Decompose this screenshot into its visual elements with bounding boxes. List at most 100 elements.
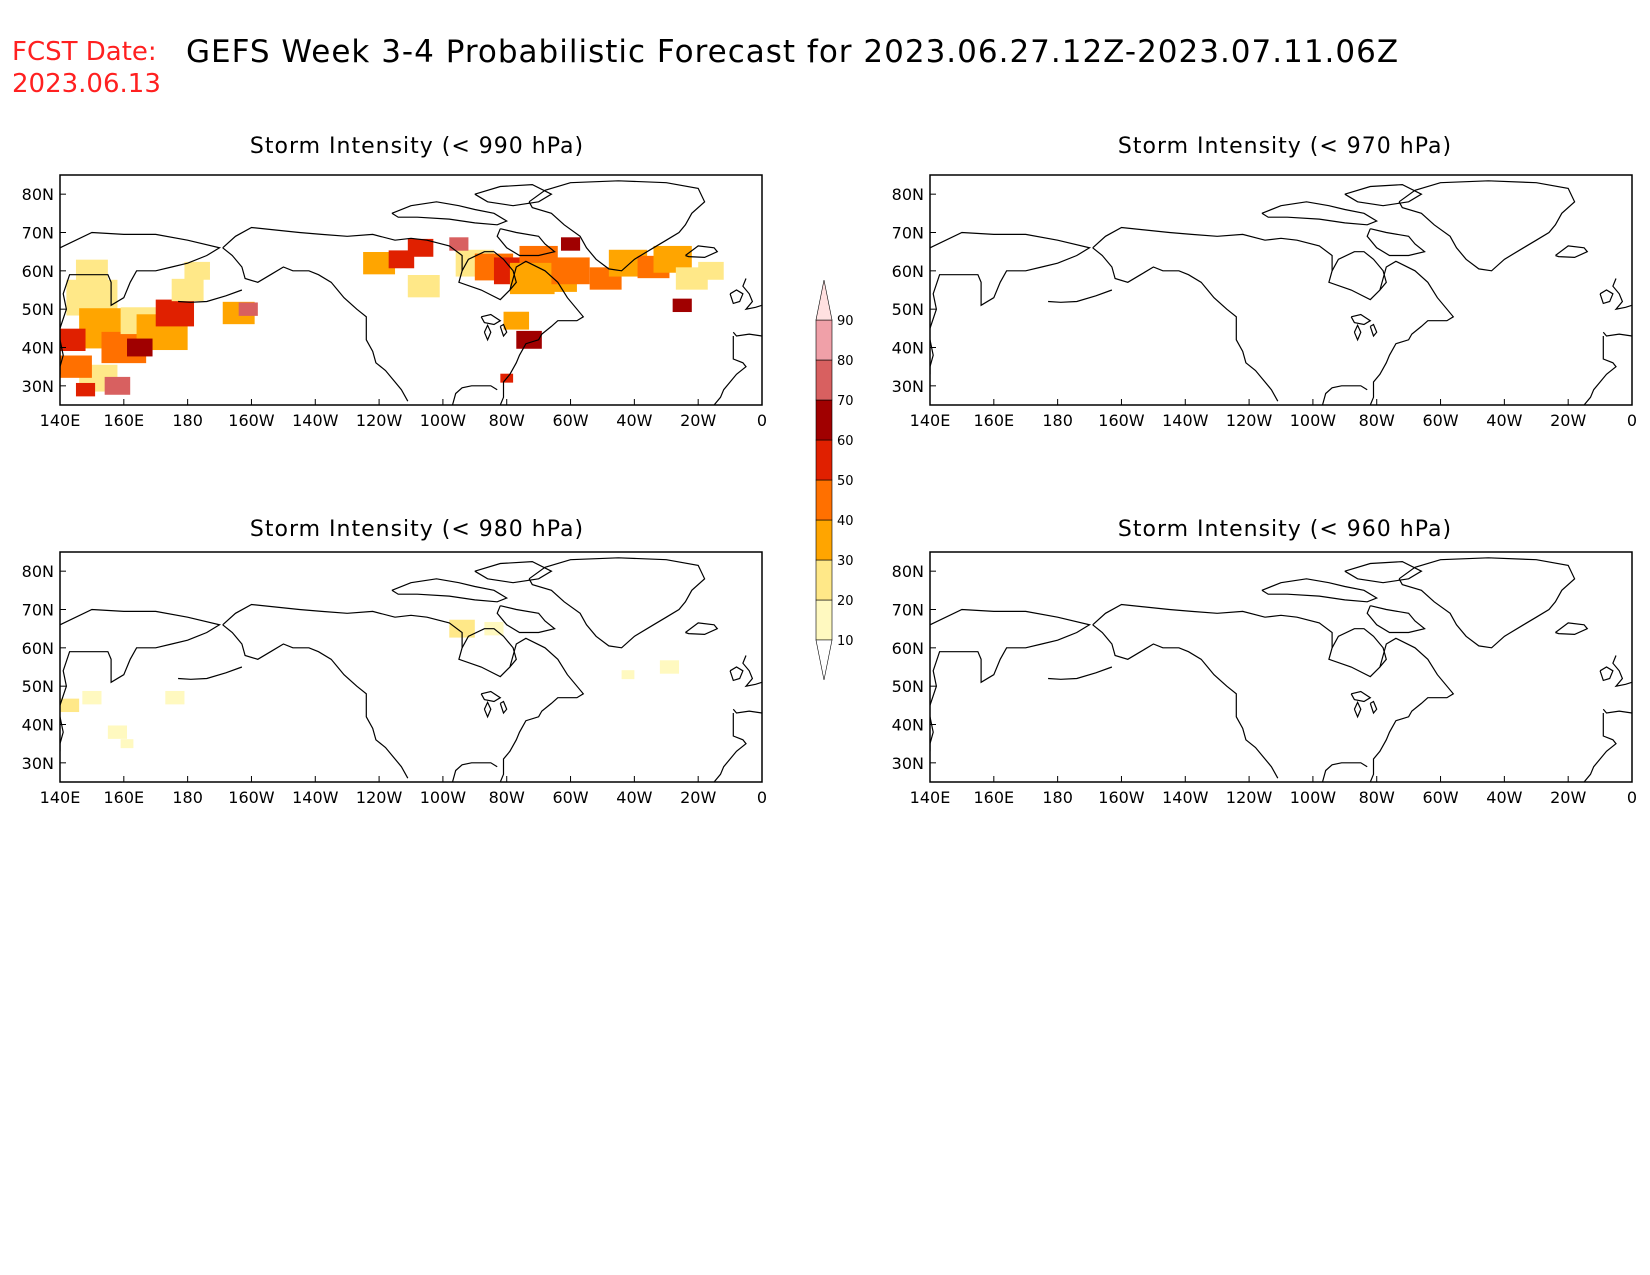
probability-patch [363,251,396,275]
lat-tick-label: 80N [22,185,54,204]
coastline [742,655,762,688]
coastline [1350,313,1372,326]
lon-tick-label: 160W [228,411,275,430]
lon-tick-label: 100W [420,411,467,430]
lon-tick-label: 120W [356,788,403,807]
lon-tick-label: 20W [680,411,716,430]
probability-patch [155,299,195,327]
lon-tick-label: 160W [1098,788,1145,807]
coastline [60,608,222,706]
coastline [1344,183,1423,207]
lon-tick-label: 20W [680,788,716,807]
coastline [60,231,222,329]
probability-patch [698,261,724,280]
coastline [480,690,502,703]
coastline [1612,655,1632,688]
coastline [1331,251,1387,291]
probability-patch [82,690,102,705]
coastline [528,557,706,649]
lat-tick-label: 70N [892,601,924,620]
lon-tick-label: 60W [1422,411,1458,430]
probability-patch [516,330,542,349]
lat-tick-label: 30N [22,754,54,773]
coastline [729,289,744,305]
coastline [480,313,502,326]
map-panel-960: 140E 160E 180 160W 140W 120W 100W 80W 60W 40W 20W 0… [892,551,1637,807]
probability-patch [184,261,210,280]
probability-patch [560,237,581,251]
coastline [474,560,553,584]
lat-tick-label: 60N [892,639,924,658]
coastline [1350,690,1372,703]
coastline [1599,666,1614,682]
lat-tick-label: 80N [22,562,54,581]
colorbar-label: 30 [837,554,854,569]
coastline [1048,289,1113,303]
coastline [222,247,409,402]
lon-tick-label: 160W [228,788,275,807]
lon-tick-label: 160E [103,788,144,807]
coastline [1555,622,1589,636]
coastline [713,713,747,782]
lat-tick-label: 70N [892,224,924,243]
coastline [713,336,747,405]
main-title: GEFS Week 3-4 Probabilistic Forecast for… [186,34,1399,70]
lon-tick-label: 0 [757,411,767,430]
coastline [1583,713,1617,782]
colorbar-segment [815,439,833,481]
lat-tick-label: 40N [892,339,924,358]
map-frame [59,551,763,783]
lon-tick-label: 140E [910,788,951,807]
fcst-date-value: 2023.06.13 [12,69,161,99]
panel-title-990: Storm Intensity (< 990 hPa) [250,134,584,159]
fcst-date-label: FCST Date: [12,37,157,67]
coastline [1092,226,1455,405]
lat-tick-label: 80N [892,185,924,204]
colorbar-label: 70 [837,394,854,409]
lat-tick-label: 60N [22,639,54,658]
colorbar-label: 10 [837,634,854,649]
coastline [742,278,762,311]
lon-tick-label: 140W [292,788,339,807]
coastline [1599,289,1614,305]
panel-title-980: Storm Intensity (< 980 hPa) [250,517,584,542]
coastline [1092,624,1279,779]
coastline [451,762,498,782]
coastline [496,228,556,257]
lon-tick-label: 180 [1042,411,1073,430]
colorbar-segment [815,399,833,441]
coastline [499,323,508,338]
probability-patch [104,376,131,395]
colorbar-arrow-bottom [815,639,833,681]
probability-patch [60,355,92,378]
colorbar-segment [815,599,833,641]
probability-patch [120,739,134,749]
lon-tick-label: 120W [356,411,403,430]
lon-tick-label: 100W [1290,411,1337,430]
coastline [1602,331,1632,337]
map-frame [929,174,1633,406]
lon-tick-label: 140W [1162,411,1209,430]
lon-tick-label: 160W [1098,411,1145,430]
coastline [222,226,585,405]
coastline [178,289,243,303]
coastline [685,622,719,636]
coastline [930,231,1092,329]
lon-tick-label: 20W [1550,411,1586,430]
lat-tick-label: 40N [22,339,54,358]
coastline [1321,762,1368,782]
colorbar-segment [815,479,833,521]
lon-tick-label: 40W [1486,411,1522,430]
coastline [1602,708,1632,714]
lon-tick-label: 80W [489,411,525,430]
coastline [496,605,556,634]
lon-tick-label: 40W [1486,788,1522,807]
lon-tick-label: 120W [1226,411,1273,430]
colorbar-label: 80 [837,354,854,369]
lon-tick-label: 60W [552,411,588,430]
probability-patch [107,725,128,739]
coastline [1048,666,1113,680]
coastline [1321,385,1368,405]
probability-patch [503,311,530,330]
